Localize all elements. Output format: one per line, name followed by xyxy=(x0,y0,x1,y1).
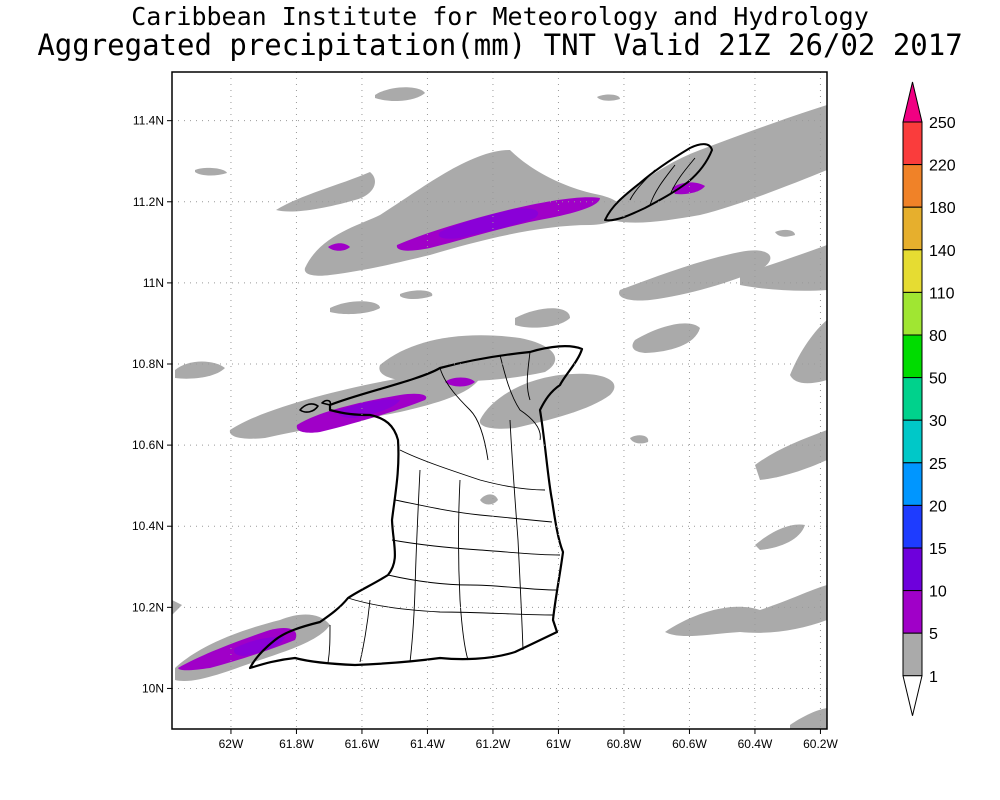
chart-title-line2: Aggregated precipitation(mm) TNT Valid 2… xyxy=(37,28,963,62)
precip-area xyxy=(304,150,623,276)
colorbar-label: 1 xyxy=(929,669,938,686)
precip-area xyxy=(672,182,705,195)
colorbar-label: 20 xyxy=(929,498,947,515)
precip-area xyxy=(632,323,700,353)
precip-area xyxy=(790,708,827,729)
precip-area xyxy=(400,290,433,299)
lon-tick-label: 61.6W xyxy=(345,737,380,751)
precip-area xyxy=(775,229,795,237)
lat-tick-label: 10.2N xyxy=(132,600,164,614)
colorbar-max-triangle xyxy=(902,81,923,123)
colorbar-swatch xyxy=(902,206,923,251)
precip-band-1-5mm xyxy=(172,87,827,729)
precip-area xyxy=(619,250,771,301)
lat-tick-label: 11N xyxy=(143,276,164,290)
precip-area xyxy=(630,435,649,444)
coastline-layer xyxy=(248,143,713,670)
precip-area xyxy=(379,335,556,382)
colorbar-label: 15 xyxy=(929,541,947,558)
colorbar-swatch xyxy=(902,291,923,336)
colorbar-swatch xyxy=(902,377,923,421)
colorbar-label: 110 xyxy=(929,285,955,302)
monos-islands xyxy=(299,399,332,413)
precip-area xyxy=(515,308,570,328)
lon-tick-label: 60.6W xyxy=(672,737,707,751)
precip-area xyxy=(172,600,182,615)
precip-area xyxy=(755,524,805,550)
precip-area xyxy=(480,494,498,505)
precip-area xyxy=(755,430,827,480)
colorbar-swatch xyxy=(902,249,923,293)
colorbar-label: 140 xyxy=(929,243,956,260)
colorbar-label: 180 xyxy=(929,200,956,217)
lat-tick-label: 11.4N xyxy=(133,114,164,128)
colorbar-label: 80 xyxy=(929,328,947,345)
colorbar-legend: 250 220 180 140 110 80 50 30 25 20 15 10 5 1 xyxy=(902,81,956,716)
lon-tick-label: 60.4W xyxy=(738,737,773,751)
colorbar-swatch xyxy=(902,632,923,677)
colorbar-label: 30 xyxy=(929,413,947,430)
lon-tick-label: 61.8W xyxy=(279,737,314,751)
precip-area xyxy=(375,87,425,101)
colorbar-swatch xyxy=(902,590,923,634)
precip-area xyxy=(479,373,615,429)
chart-title-line1: Caribbean Institute for Meteorology and … xyxy=(131,2,869,31)
lat-tick-label: 10.6N xyxy=(132,438,164,452)
lon-tick-label: 61W xyxy=(546,737,571,751)
precip-area xyxy=(740,245,827,291)
lat-tick-label: 10.8N xyxy=(132,357,164,371)
precip-area xyxy=(438,208,539,239)
colorbar-swatch xyxy=(902,334,923,379)
colorbar-label: 5 xyxy=(929,626,938,643)
colorbar-label: 10 xyxy=(929,584,947,601)
lat-tick-label: 10.4N xyxy=(132,519,164,533)
colorbar-swatch xyxy=(902,504,923,549)
trinidad-coastline xyxy=(248,345,584,670)
map-frame xyxy=(171,71,828,730)
precip-area xyxy=(600,105,827,223)
precip-area xyxy=(597,94,620,101)
colorbar-swatch xyxy=(902,419,923,464)
lon-tick-label: 62W xyxy=(219,737,244,751)
lon-tick-label: 60.8W xyxy=(607,737,642,751)
county-boundaries xyxy=(327,157,696,664)
colorbar-min-triangle xyxy=(902,675,923,716)
precipitation-layer xyxy=(172,87,827,729)
precip-area xyxy=(800,152,816,159)
colorbar-label: 50 xyxy=(929,371,947,388)
colorbar-label: 220 xyxy=(929,158,956,175)
colorbar-swatch xyxy=(902,164,923,208)
precip-area xyxy=(276,172,375,212)
colorbar-swatch xyxy=(902,121,923,166)
colorbar-swatch xyxy=(902,547,923,592)
lat-tick-label: 10N xyxy=(142,681,164,695)
precip-area xyxy=(195,167,227,176)
colorbar-swatch xyxy=(902,462,923,506)
lon-tick-label: 61.2W xyxy=(476,737,511,751)
lat-tick-label: 11.2N xyxy=(133,195,164,209)
precip-area xyxy=(330,301,380,315)
precip-area xyxy=(790,320,827,384)
precip-area xyxy=(665,585,827,637)
colorbar-label: 250 xyxy=(929,115,956,132)
precip-area xyxy=(328,243,350,251)
precip-area xyxy=(445,377,475,387)
axes: 62W 61.8W 61.6W 61.4W 61.2W 61W 60.8W 60.6W 60.4… xyxy=(132,114,838,751)
tobago-coastline xyxy=(604,143,713,222)
precip-area xyxy=(175,361,225,379)
lon-tick-label: 60.2W xyxy=(803,737,838,751)
lon-tick-label: 61.4W xyxy=(410,737,445,751)
colorbar-label: 25 xyxy=(929,456,947,473)
